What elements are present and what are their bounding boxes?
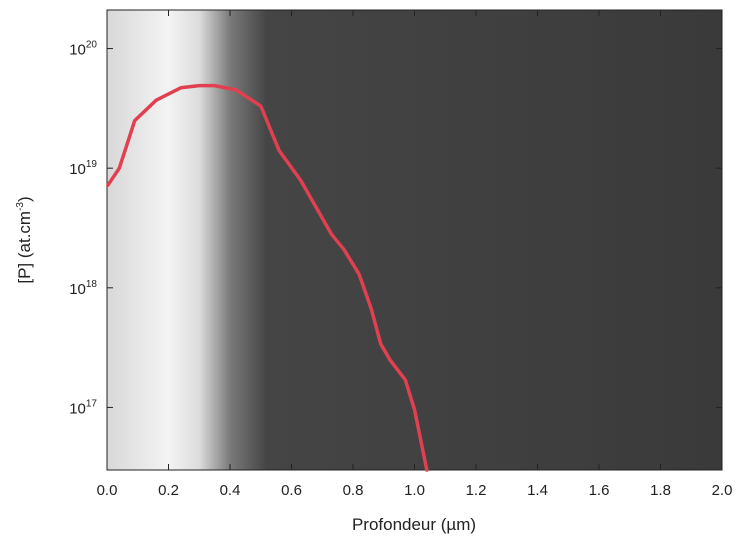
y-label-end: ) — [15, 196, 34, 202]
tem-image — [107, 10, 722, 470]
x-axis-label: Profondeur (µm) — [352, 515, 476, 534]
y-tick-exp: 20 — [86, 40, 98, 51]
x-tick-label: 0.0 — [97, 482, 118, 499]
x-tick-label: 2.0 — [712, 482, 733, 499]
y-tick-label: 1020 — [69, 40, 97, 59]
x-tick-label: 1.4 — [527, 482, 548, 499]
y-tick-base: 10 — [69, 400, 86, 417]
y-axis-label: [P] (at.cm-3) — [15, 196, 34, 283]
y-tick-base: 10 — [69, 42, 86, 59]
y-tick-base: 10 — [69, 161, 86, 178]
x-tick-label: 0.8 — [343, 482, 364, 499]
y-tick-exp: 17 — [86, 398, 98, 409]
x-tick-label: 1.2 — [466, 482, 487, 499]
y-label-text: [P] (at.cm — [15, 211, 34, 284]
x-tick-label: 0.6 — [281, 482, 302, 499]
x-tick-label: 1.6 — [589, 482, 610, 499]
x-tick-label: 0.2 — [158, 482, 179, 499]
y-tick-exp: 19 — [86, 159, 98, 170]
y-tick-label: 1019 — [69, 159, 97, 178]
y-tick-label: 1018 — [69, 279, 97, 298]
x-tick-label: 0.4 — [220, 482, 241, 499]
x-tick-label: 1.0 — [404, 482, 425, 499]
y-tick-exp: 18 — [86, 279, 98, 290]
x-tick-label: 1.8 — [650, 482, 671, 499]
y-tick-label: 1017 — [69, 398, 97, 417]
profile-line — [106, 83, 429, 472]
y-tick-base: 10 — [69, 281, 86, 298]
y-label-sup: -3 — [15, 202, 26, 211]
